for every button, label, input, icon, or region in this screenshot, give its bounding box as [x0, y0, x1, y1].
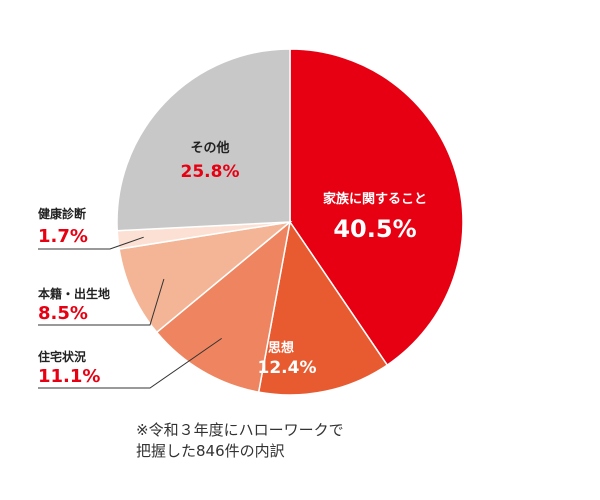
slice-5-value: 1.7%: [38, 226, 88, 247]
slice-labels: 家族に関すること 40.5% 思想 12.4% その他 25.8% 住宅状況 11.1% 本籍・…: [38, 140, 427, 387]
slice-2-value: 12.4%: [258, 358, 317, 378]
slice-5-leader: [38, 236, 144, 250]
footnote: ※令和３年度にハローワークで 把握した846件の内訳: [136, 420, 436, 462]
slice-1-value: 40.5%: [333, 215, 416, 243]
slice-1-label: 家族に関すること: [323, 191, 427, 207]
slice-5-label: 健康診断: [38, 206, 86, 221]
slice-6-label: その他: [190, 140, 229, 156]
slice-4-value: 8.5%: [38, 303, 88, 324]
slice-6: [116, 48, 291, 232]
slice-6-value: 25.8%: [181, 162, 240, 182]
leader-lines: [38, 236, 222, 389]
footnote-line-1: ※令和３年度にハローワークで: [136, 421, 344, 439]
slice-3: [155, 220, 292, 394]
slice-2: [257, 220, 389, 396]
pie-slices: [116, 48, 464, 396]
slice-3-value: 11.1%: [38, 366, 100, 387]
footnote-line-2: 把握した846件の内訳: [136, 442, 285, 460]
slice-4-label: 本籍・出生地: [38, 286, 110, 301]
slice-4-leader: [38, 278, 165, 326]
slice-1: [289, 48, 464, 367]
slice-3-leader: [38, 337, 222, 389]
slice-4: [118, 220, 293, 334]
slice-3-label: 住宅状況: [38, 349, 86, 364]
slice-2-label: 思想: [268, 340, 294, 356]
